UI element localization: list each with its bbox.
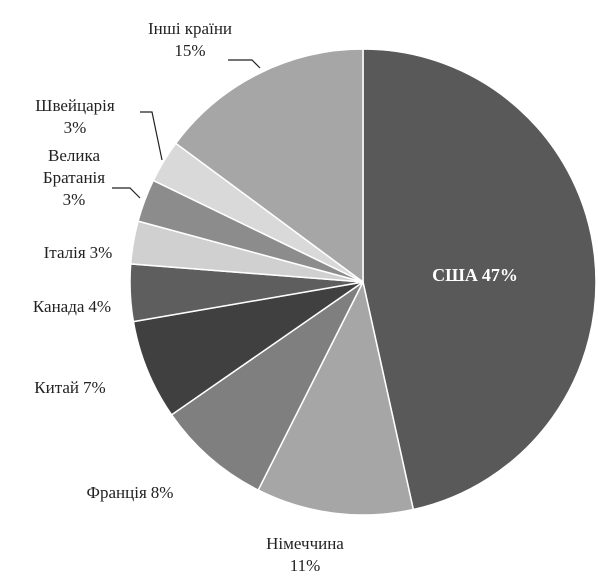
category-label: Інші країни: [147, 19, 233, 38]
leader-line: [112, 187, 141, 199]
value-label: 8%: [150, 483, 174, 502]
slice-label: Німеччина 11%: [266, 533, 344, 577]
slice-label: Італія 3%: [44, 242, 113, 264]
slice-label: Франція 8%: [87, 482, 174, 504]
category-label: Італія: [43, 243, 86, 262]
value-label: 47%: [481, 265, 518, 285]
category-label: Швейцарія: [35, 96, 115, 115]
slice-label: Велика Братанія 3%: [34, 145, 114, 211]
value-label: 7%: [83, 378, 106, 397]
value-label: 4%: [88, 297, 112, 316]
category-label: Велика Братанія: [42, 146, 106, 187]
leader-line: [140, 111, 163, 161]
category-label: США: [432, 265, 478, 285]
category-label: Франція: [86, 483, 147, 502]
value-label: 11%: [289, 556, 321, 575]
pie-slice: [257, 279, 415, 516]
value-label: 3%: [89, 243, 113, 262]
pie-slice: [174, 48, 364, 284]
category-label: Канада: [32, 297, 85, 316]
pie-slice: [170, 281, 364, 492]
slice-label: Китай 7%: [34, 377, 105, 399]
slice-label: Інші країни 15%: [148, 18, 232, 62]
pie-slice: [362, 48, 597, 511]
value-label: 3%: [62, 190, 86, 209]
value-label: 15%: [174, 41, 206, 60]
leader-line: [228, 59, 261, 69]
category-label: Китай: [34, 378, 80, 397]
slice-label: Канада 4%: [33, 296, 111, 318]
category-label: Німеччина: [266, 534, 344, 553]
slice-label: США 47%: [432, 264, 518, 286]
value-label: 3%: [63, 118, 87, 137]
slice-label: Швейцарія 3%: [35, 95, 114, 139]
